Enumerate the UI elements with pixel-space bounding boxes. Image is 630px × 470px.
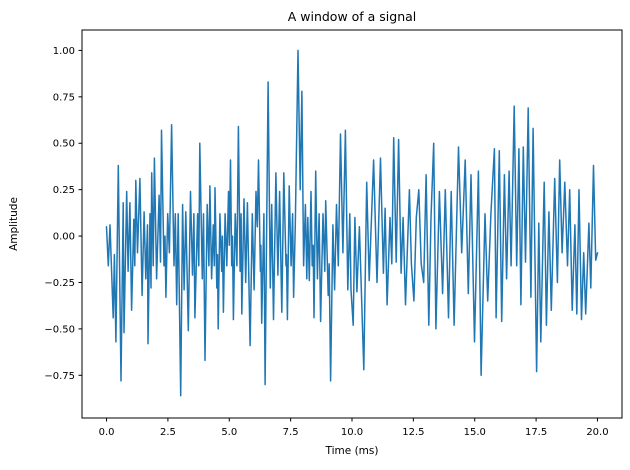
y-tick-label: −0.25 bbox=[44, 278, 75, 289]
y-axis-ticks: −0.75 −0.50 −0.25 0.00 0.25 0.50 0.75 1.00 bbox=[44, 46, 82, 382]
y-tick-label: 0.50 bbox=[53, 139, 75, 150]
x-tick-label: 7.5 bbox=[283, 427, 299, 438]
x-tick-label: 10.0 bbox=[341, 427, 363, 438]
y-tick-label: −0.50 bbox=[44, 324, 75, 335]
x-tick-label: 2.5 bbox=[160, 427, 176, 438]
x-tick-label: 5.0 bbox=[221, 427, 237, 438]
chart-title: A window of a signal bbox=[288, 9, 417, 24]
y-axis-label: Amplitude bbox=[8, 197, 20, 251]
x-tick-label: 15.0 bbox=[464, 427, 486, 438]
y-tick-label: 0.00 bbox=[53, 232, 75, 243]
x-axis-ticks: 0.0 2.5 5.0 7.5 10.0 12.5 15.0 17.5 20.0 bbox=[99, 418, 609, 438]
y-tick-label: 0.75 bbox=[53, 92, 75, 103]
y-tick-label: 0.25 bbox=[53, 185, 75, 196]
y-tick-label: 1.00 bbox=[53, 46, 75, 57]
signal-line bbox=[105, 49, 599, 397]
x-axis-label: Time (ms) bbox=[325, 445, 379, 457]
x-tick-label: 0.0 bbox=[99, 427, 115, 438]
x-tick-label: 20.0 bbox=[586, 427, 608, 438]
y-tick-label: −0.75 bbox=[44, 371, 75, 382]
x-tick-label: 17.5 bbox=[525, 427, 547, 438]
x-tick-label: 12.5 bbox=[402, 427, 424, 438]
